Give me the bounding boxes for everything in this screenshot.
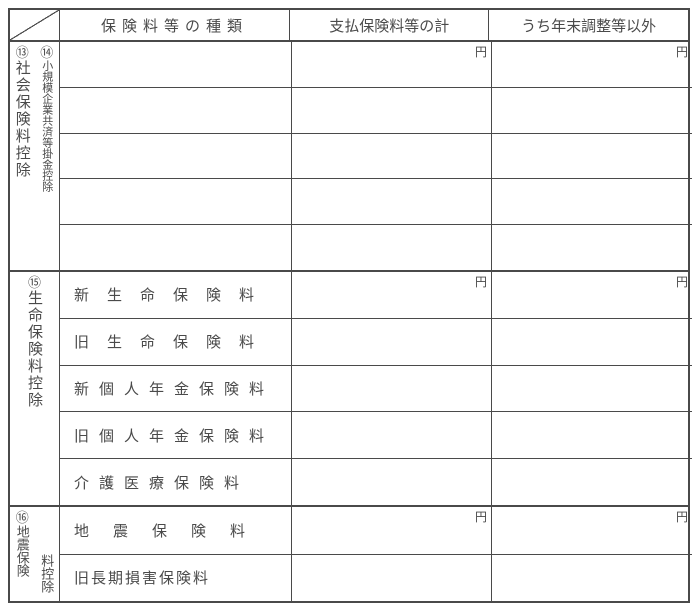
type-cell — [60, 134, 292, 179]
outside-cell — [492, 412, 692, 458]
outside-cell — [492, 319, 692, 365]
header-row: 保険料等の種類 支払保険料等の計 うち年末調整等以外 — [10, 10, 688, 42]
outside-cell — [492, 459, 692, 505]
type-cell: 新生命保険料 — [60, 272, 292, 318]
type-cell — [60, 225, 292, 270]
type-cell — [60, 88, 292, 133]
yen-unit: 円 — [676, 43, 688, 60]
outside-cell — [492, 555, 692, 602]
side-15: ⑮ 生命保険料控除 — [10, 272, 60, 505]
yen-unit: 円 — [475, 508, 487, 525]
outside-cell — [492, 366, 692, 412]
outside-cell — [492, 225, 692, 270]
paid-cell — [292, 225, 492, 270]
label-13: 社会保険料控除 — [12, 60, 33, 266]
rows-15: 新生命保険料 円 円 旧生命保険料 新個人年金保険料 旧個人年金保険料 介護医療… — [60, 272, 692, 505]
type-cell — [60, 42, 292, 87]
rows-16: 地震保険料 円 円 旧長期損害保険料 — [60, 507, 692, 601]
header-type: 保険料等の種類 — [60, 10, 291, 40]
paid-cell — [292, 366, 492, 412]
type-cell — [60, 179, 292, 224]
paid-cell — [292, 412, 492, 458]
outside-cell — [492, 134, 692, 179]
outside-cell: 円 — [492, 42, 692, 87]
paid-cell — [292, 88, 492, 133]
header-paid-total: 支払保険料等の計 — [290, 10, 489, 40]
label-16b: 料控除 — [37, 511, 56, 597]
circled-15: ⑮ — [28, 276, 41, 290]
type-cell: 旧個人年金保険料 — [60, 412, 292, 458]
yen-unit: 円 — [475, 273, 487, 290]
type-cell: 新個人年金保険料 — [60, 366, 292, 412]
side-16: ⑯ 地震保険 料控除 — [10, 507, 60, 601]
header-outside: うち年末調整等以外 — [489, 10, 688, 40]
paid-cell — [292, 134, 492, 179]
paid-cell — [292, 459, 492, 505]
paid-cell: 円 — [292, 507, 492, 554]
yen-unit: 円 — [676, 273, 688, 290]
yen-unit: 円 — [676, 508, 688, 525]
outside-cell: 円 — [492, 507, 692, 554]
circled-16: ⑯ — [16, 511, 29, 525]
outside-cell: 円 — [492, 272, 692, 318]
outside-cell — [492, 179, 692, 224]
side-13-14: ⑬ 社会保険料控除 ⑭ 小規模企業共済等掛金控除 — [10, 42, 60, 270]
yen-unit: 円 — [475, 43, 487, 60]
type-cell: 介護医療保険料 — [60, 459, 292, 505]
type-cell: 地震保険料 — [60, 507, 292, 554]
insurance-deduction-table: 保険料等の種類 支払保険料等の計 うち年末調整等以外 ⑬ 社会保険料控除 ⑭ 小… — [8, 8, 690, 603]
label-14: 小規模企業共済等掛金控除 — [39, 60, 55, 266]
paid-cell — [292, 555, 492, 602]
label-15: 生命保険料控除 — [24, 290, 45, 501]
header-diagonal — [10, 10, 60, 40]
section-16: ⑯ 地震保険 料控除 地震保険料 円 円 旧長期損害保険料 — [10, 507, 688, 601]
label-16a: 地震保険 — [13, 525, 32, 597]
type-cell: 旧長期損害保険料 — [60, 555, 292, 602]
paid-cell: 円 — [292, 42, 492, 87]
paid-cell: 円 — [292, 272, 492, 318]
paid-cell — [292, 319, 492, 365]
circled-13: ⑬ — [16, 46, 29, 60]
rows-13-14: 円 円 — [60, 42, 692, 270]
section-15: ⑮ 生命保険料控除 新生命保険料 円 円 旧生命保険料 新個人年金保険料 旧個人… — [10, 272, 688, 507]
section-13-14: ⑬ 社会保険料控除 ⑭ 小規模企業共済等掛金控除 円 円 — [10, 42, 688, 272]
circled-14: ⑭ — [40, 46, 53, 60]
outside-cell — [492, 88, 692, 133]
paid-cell — [292, 179, 492, 224]
type-cell: 旧生命保険料 — [60, 319, 292, 365]
